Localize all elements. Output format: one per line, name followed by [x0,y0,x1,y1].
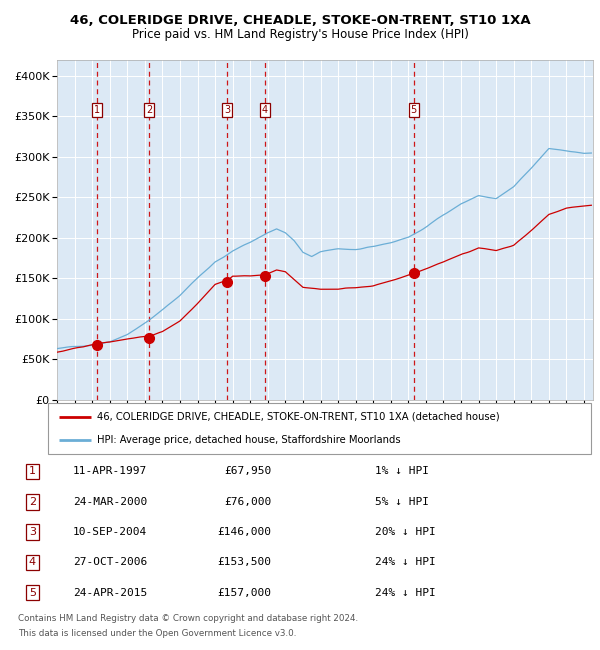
Text: HPI: Average price, detached house, Staffordshire Moorlands: HPI: Average price, detached house, Staf… [97,435,400,445]
Text: 24% ↓ HPI: 24% ↓ HPI [375,588,436,597]
Text: 24-MAR-2000: 24-MAR-2000 [73,497,147,507]
Text: 20% ↓ HPI: 20% ↓ HPI [375,527,436,537]
Text: 24% ↓ HPI: 24% ↓ HPI [375,557,436,567]
Text: 1: 1 [94,105,100,115]
Text: 2: 2 [29,497,36,507]
Text: Contains HM Land Registry data © Crown copyright and database right 2024.: Contains HM Land Registry data © Crown c… [18,614,358,623]
Text: 1% ↓ HPI: 1% ↓ HPI [375,467,429,476]
Text: £146,000: £146,000 [217,527,271,537]
FancyBboxPatch shape [48,403,591,454]
Text: 4: 4 [262,105,268,115]
Text: £67,950: £67,950 [224,467,271,476]
Text: 46, COLERIDGE DRIVE, CHEADLE, STOKE-ON-TRENT, ST10 1XA: 46, COLERIDGE DRIVE, CHEADLE, STOKE-ON-T… [70,14,530,27]
Text: This data is licensed under the Open Government Licence v3.0.: This data is licensed under the Open Gov… [18,629,296,638]
Text: 5: 5 [410,105,417,115]
Text: 4: 4 [29,557,36,567]
Text: £157,000: £157,000 [217,588,271,597]
Text: £153,500: £153,500 [217,557,271,567]
Text: 27-OCT-2006: 27-OCT-2006 [73,557,147,567]
Text: 2: 2 [146,105,152,115]
Text: 5: 5 [29,588,36,597]
Text: 24-APR-2015: 24-APR-2015 [73,588,147,597]
Text: 1: 1 [29,467,36,476]
Text: Price paid vs. HM Land Registry's House Price Index (HPI): Price paid vs. HM Land Registry's House … [131,28,469,41]
Text: 3: 3 [29,527,36,537]
Text: 10-SEP-2004: 10-SEP-2004 [73,527,147,537]
Text: £76,000: £76,000 [224,497,271,507]
Text: 46, COLERIDGE DRIVE, CHEADLE, STOKE-ON-TRENT, ST10 1XA (detached house): 46, COLERIDGE DRIVE, CHEADLE, STOKE-ON-T… [97,411,499,422]
Text: 5% ↓ HPI: 5% ↓ HPI [375,497,429,507]
Text: 3: 3 [224,105,230,115]
Text: 11-APR-1997: 11-APR-1997 [73,467,147,476]
